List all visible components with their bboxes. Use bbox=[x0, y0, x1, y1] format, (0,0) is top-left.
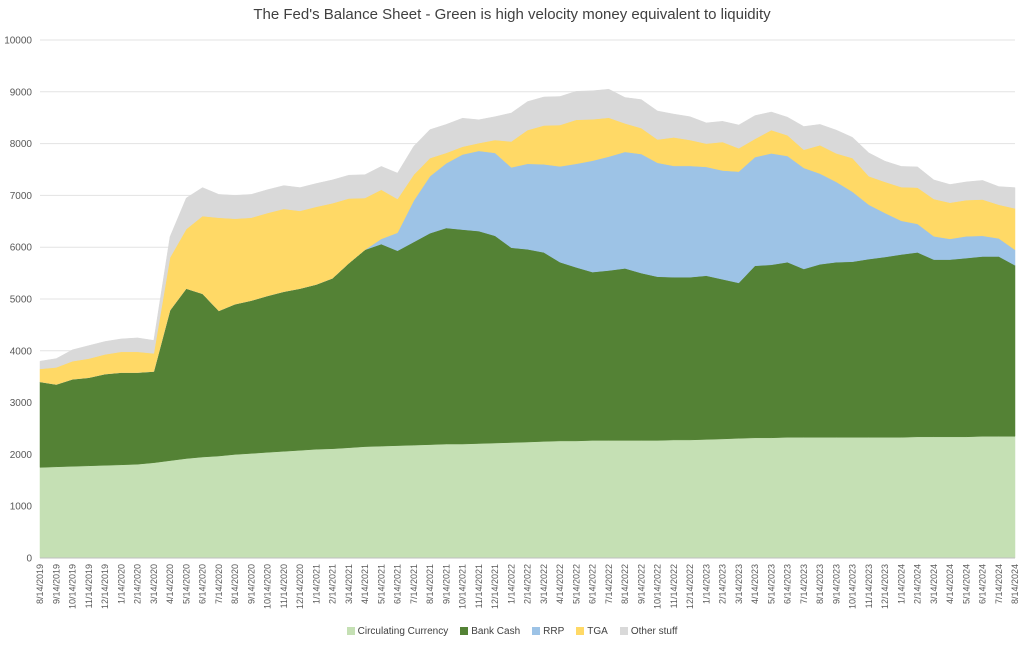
x-tick-label: 5/14/2024 bbox=[961, 564, 971, 604]
x-tick-label: 12/14/2020 bbox=[295, 564, 305, 609]
x-tick-label: 2/14/2023 bbox=[718, 564, 728, 604]
x-tick-label: 1/14/2020 bbox=[116, 564, 126, 604]
x-tick-label: 9/14/2019 bbox=[51, 564, 61, 604]
legend-swatch bbox=[576, 627, 585, 635]
legend-item: Other stuff bbox=[619, 626, 678, 637]
x-tick-label: 2/14/2022 bbox=[523, 564, 533, 604]
x-tick-label: 1/14/2021 bbox=[311, 564, 321, 604]
x-tick-label: 6/14/2022 bbox=[588, 564, 598, 604]
x-tick-label: 6/14/2021 bbox=[393, 564, 403, 604]
legend-swatch bbox=[619, 627, 628, 635]
legend-label: Bank Cash bbox=[471, 626, 521, 637]
x-tick-label: 10/14/2020 bbox=[263, 564, 273, 609]
legend-swatch bbox=[532, 627, 541, 635]
x-tick-label: 1/14/2024 bbox=[896, 564, 906, 604]
x-tick-label: 6/14/2020 bbox=[198, 564, 208, 604]
y-tick-label: 5000 bbox=[10, 295, 33, 306]
x-tick-label: 12/14/2019 bbox=[100, 564, 110, 609]
x-tick-label: 8/14/2024 bbox=[1010, 564, 1020, 604]
x-tick-label: 5/14/2023 bbox=[766, 564, 776, 604]
x-tick-label: 8/14/2019 bbox=[35, 564, 45, 604]
x-tick-label: 7/14/2022 bbox=[604, 564, 614, 604]
x-tick-label: 7/14/2024 bbox=[994, 564, 1004, 604]
x-tick-label: 9/14/2020 bbox=[246, 564, 256, 604]
x-tick-label: 6/14/2023 bbox=[783, 564, 793, 604]
y-tick-label: 2000 bbox=[10, 450, 33, 461]
x-tick-label: 8/14/2022 bbox=[620, 564, 630, 604]
legend-label: TGA bbox=[587, 626, 608, 637]
legend-item: RRP bbox=[532, 626, 564, 637]
chart-legend: Circulating Currency Bank Cash RRP TGA Other… bbox=[0, 626, 1024, 637]
x-tick-label: 4/14/2023 bbox=[750, 564, 760, 604]
x-tick-label: 3/14/2021 bbox=[344, 564, 354, 604]
x-tick-label: 10/14/2019 bbox=[68, 564, 78, 609]
y-tick-label: 3000 bbox=[10, 398, 33, 409]
x-tick-label: 4/14/2024 bbox=[945, 564, 955, 604]
x-tick-label: 11/14/2019 bbox=[84, 564, 94, 608]
y-tick-label: 0 bbox=[26, 554, 32, 565]
chart-plot: 0 1000 2000 3000 4000 5000 6000 7000 8000 9000 100… bbox=[4, 36, 1020, 610]
legend-label: Circulating Currency bbox=[357, 626, 449, 637]
y-tick-label: 10000 bbox=[4, 36, 32, 47]
y-tick-label: 1000 bbox=[10, 502, 33, 513]
x-tick-label: 3/14/2020 bbox=[149, 564, 159, 604]
y-tick-label: 4000 bbox=[10, 346, 33, 357]
x-tick-label: 4/14/2022 bbox=[555, 564, 565, 604]
legend-item: Bank Cash bbox=[460, 626, 520, 637]
y-tick-label: 6000 bbox=[10, 243, 33, 254]
x-tick-label: 5/14/2021 bbox=[376, 564, 386, 604]
x-tick-label: 2/14/2021 bbox=[328, 564, 338, 604]
x-tick-label: 2/14/2024 bbox=[913, 564, 923, 604]
x-tick-label: 4/14/2020 bbox=[165, 564, 175, 604]
legend-label: RRP bbox=[543, 626, 565, 637]
x-tick-label: 3/14/2024 bbox=[929, 564, 939, 604]
x-tick-label: 10/14/2021 bbox=[458, 564, 468, 609]
x-tick-label: 8/14/2021 bbox=[425, 564, 435, 604]
area-series-other-stuff bbox=[39, 88, 1016, 370]
x-tick-label: 4/14/2021 bbox=[360, 564, 370, 604]
x-tick-label: 5/14/2022 bbox=[571, 564, 581, 604]
x-tick-label: 7/14/2023 bbox=[799, 564, 809, 604]
x-tick-label: 6/14/2024 bbox=[978, 564, 988, 604]
x-tick-label: 5/14/2020 bbox=[181, 564, 191, 604]
y-tick-label: 8000 bbox=[10, 139, 33, 150]
x-tick-label: 10/14/2023 bbox=[848, 564, 858, 609]
legend-swatch bbox=[346, 627, 355, 635]
x-tick-label: 3/14/2023 bbox=[734, 564, 744, 604]
x-tick-label: 10/14/2022 bbox=[653, 564, 663, 609]
y-tick-label: 7000 bbox=[10, 191, 33, 202]
x-tick-label: 7/14/2021 bbox=[409, 564, 419, 604]
legend-item: TGA bbox=[576, 626, 608, 637]
x-tick-label: 12/14/2023 bbox=[880, 564, 890, 609]
x-tick-label: 12/14/2021 bbox=[490, 564, 500, 609]
x-tick-label: 3/14/2022 bbox=[539, 564, 549, 604]
chart-title: The Fed's Balance Sheet - Green is high … bbox=[253, 6, 771, 23]
legend-label: Other stuff bbox=[630, 626, 678, 637]
legend-item: Circulating Currency bbox=[346, 626, 449, 637]
y-tick-label: 9000 bbox=[10, 87, 33, 98]
x-tick-label: 12/14/2022 bbox=[685, 564, 695, 609]
x-tick-label: 8/14/2023 bbox=[815, 564, 825, 604]
x-tick-label: 2/14/2020 bbox=[133, 564, 143, 604]
x-tick-label: 1/14/2022 bbox=[506, 564, 516, 604]
x-tick-label: 9/14/2022 bbox=[636, 564, 646, 604]
x-tick-label: 11/14/2021 bbox=[474, 564, 484, 608]
x-tick-label: 11/14/2020 bbox=[279, 564, 289, 608]
x-tick-label: 9/14/2023 bbox=[831, 564, 841, 604]
x-tick-label: 11/14/2023 bbox=[864, 564, 874, 608]
x-tick-label: 9/14/2021 bbox=[441, 564, 451, 604]
x-tick-label: 11/14/2022 bbox=[669, 564, 679, 608]
x-tick-label: 1/14/2023 bbox=[701, 564, 711, 604]
legend-swatch bbox=[460, 627, 469, 635]
x-tick-label: 8/14/2020 bbox=[230, 564, 240, 604]
x-tick-label: 7/14/2020 bbox=[214, 564, 224, 604]
